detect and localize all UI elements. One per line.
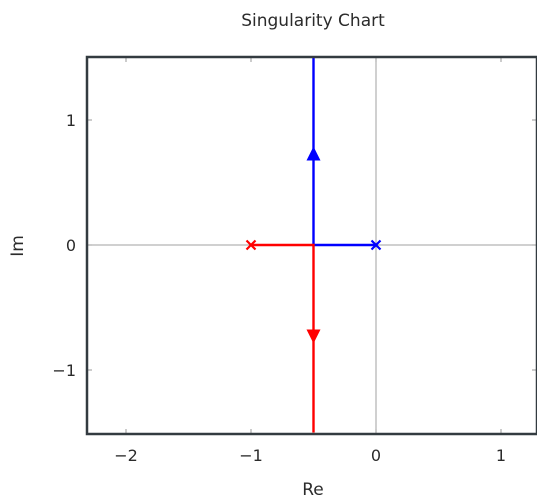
x-tick-label: 0 <box>371 446 381 465</box>
x-tick-label: −2 <box>114 446 138 465</box>
locus-arrow-1 <box>306 146 321 161</box>
locus-arrow-2 <box>306 329 321 344</box>
chart-title: Singularity Chart <box>241 11 385 31</box>
pole-marker-2 <box>245 239 257 251</box>
plot-area: −2 −1 0 1 −1 0 1 <box>52 55 537 465</box>
y-tick-label: 0 <box>66 236 76 255</box>
y-tick-label: 1 <box>66 111 76 130</box>
x-tick-label: 1 <box>496 446 506 465</box>
x-tick-label: −1 <box>239 446 263 465</box>
y-tick-label: −1 <box>52 361 76 380</box>
plot-contents <box>87 57 537 434</box>
locus-branch-1 <box>312 57 376 247</box>
locus-branch-2 <box>251 243 315 433</box>
plot-frame <box>85 55 537 436</box>
x-axis-label: Re <box>302 480 324 500</box>
pole-marker-1 <box>370 239 382 251</box>
y-axis-label: Im <box>8 235 28 257</box>
